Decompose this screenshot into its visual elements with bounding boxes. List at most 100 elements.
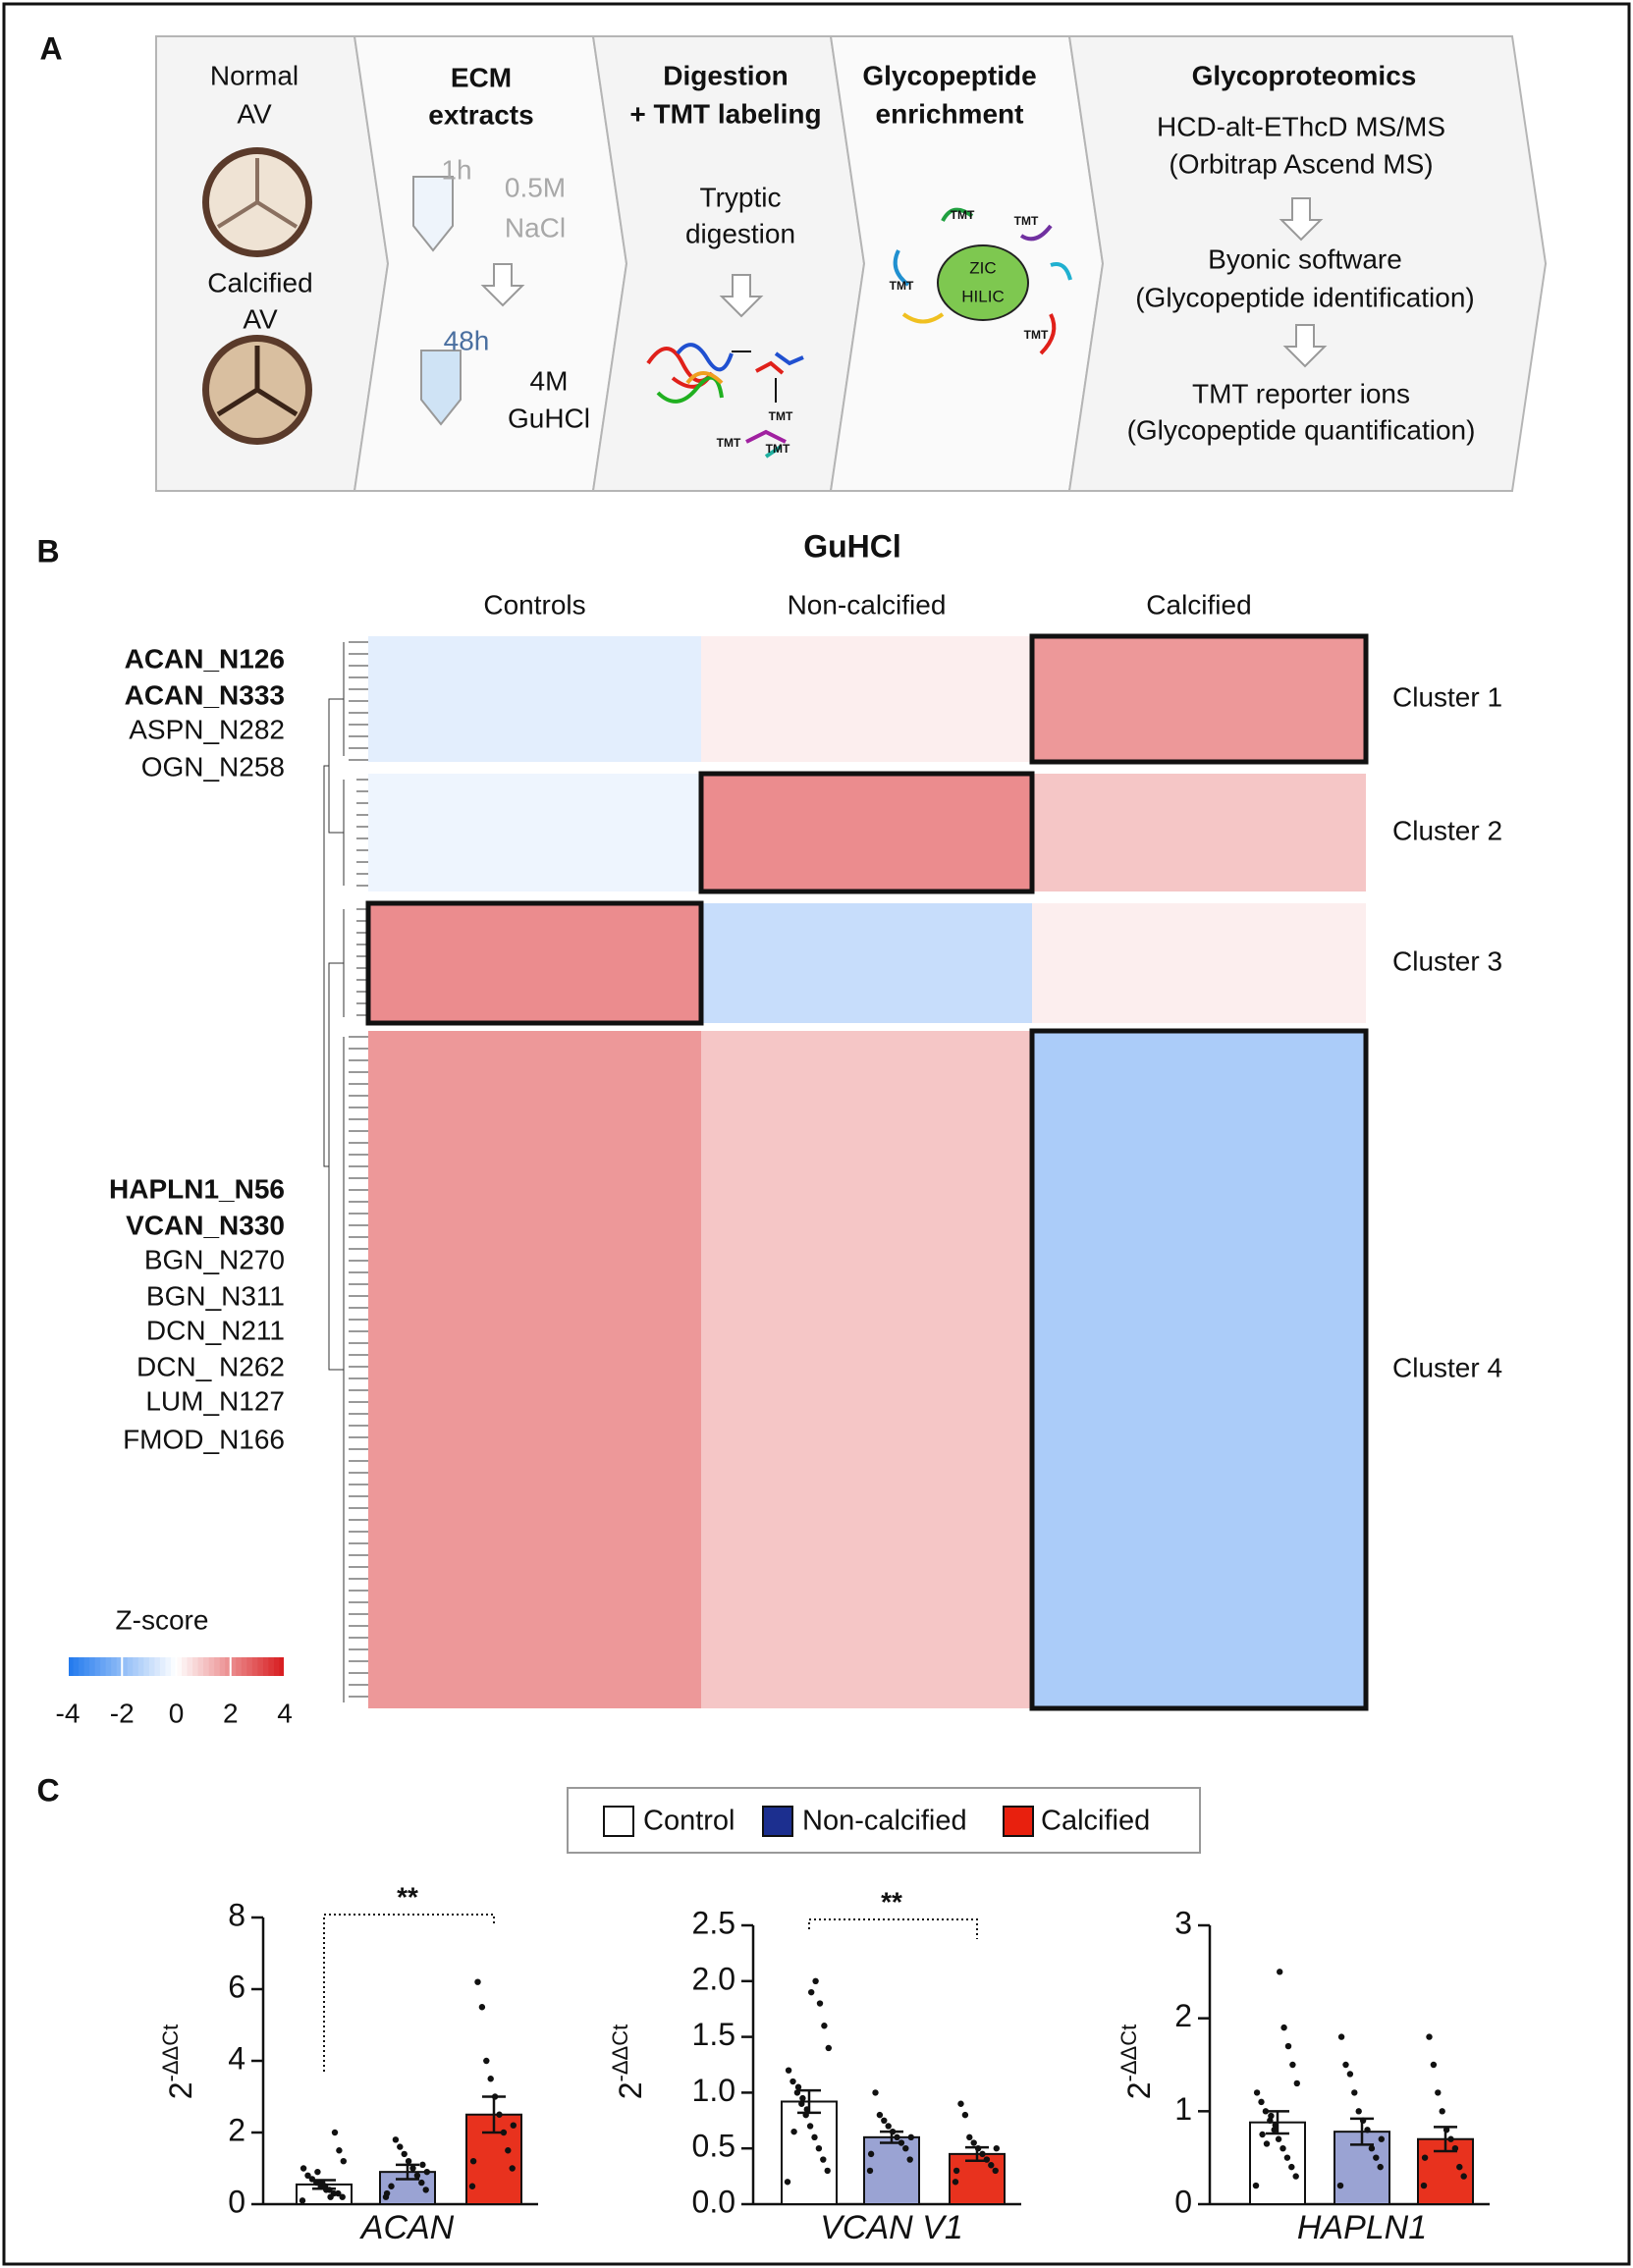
data-point [876,2111,884,2119]
data-point [304,2172,311,2179]
workflow-text: ZIC [969,258,996,277]
workflow-text: 1h [441,154,471,185]
data-point [992,2167,999,2175]
error-bar [396,2163,419,2181]
workflow-text: ECM [451,62,512,92]
data-point [811,2133,818,2141]
workflow-text: extracts [428,99,533,130]
data-point [1289,2061,1296,2069]
data-point [335,2189,342,2197]
workflow-text: digestion [685,218,795,248]
data-point [401,2150,408,2158]
heatmap-cell [701,636,1032,762]
y-axis-label-sup: -ΔΔCt [608,2025,632,2082]
x-axis-label: ACAN [359,2209,455,2246]
workflow-text: AV [243,303,278,334]
data-point [794,2083,802,2090]
data-point [299,2197,306,2204]
y-tick-label: 2.0 [692,1961,735,1996]
colorbar-step [273,1657,280,1676]
workflow-text: (Glycopeptide identification) [1135,282,1475,312]
data-point [1421,2154,1429,2161]
glycopeptide-icon [941,207,974,222]
y-axis-label-sup: -ΔΔCt [158,2025,183,2082]
hilic-bead [937,244,1029,321]
data-point [894,2133,900,2141]
workflow-text: (Glycopeptide quantification) [1127,414,1476,445]
peptide-icon [646,347,714,389]
y-tick-label: 0 [228,2184,245,2219]
data-point [906,2156,913,2163]
data-point [816,2000,824,2007]
data-point [825,2044,832,2052]
colorbar-step [236,1657,243,1676]
data-point [478,2004,486,2011]
colorbar-step [214,1657,221,1676]
significance-bracket [323,1914,495,2072]
data-point [907,2133,914,2141]
workflow-text: TMT [766,442,790,456]
colorbar-step [94,1657,101,1676]
data-point [952,2179,959,2186]
data-point [422,2187,429,2193]
legend-box [567,1787,1201,1854]
workflow-text: Tryptic [700,182,782,212]
peptide-icon [685,371,724,385]
feature-label: VCAN_N330 [126,1210,285,1240]
feature-label: ASPN_N282 [129,714,285,744]
y-tick-label: 2 [228,2112,245,2147]
data-point [487,2076,494,2082]
feature-label: BGN_N270 [144,1244,285,1274]
data-point [468,2183,476,2189]
column-label: Controls [483,589,585,620]
colorbar-step [100,1657,107,1676]
data-point [469,2158,477,2165]
arrow-icon [719,274,764,318]
row-label: Cluster 3 [1392,945,1502,976]
data-point [1263,2140,1271,2147]
bar-panel: Control Non-calcified Calcified02468ACAN2-… [158,1787,1490,2246]
data-point [509,2165,516,2172]
error-bar [1350,2117,1374,2146]
workflow-text: NaCl [505,212,566,243]
workflow-text: TMT [951,208,975,222]
arrow-icon [480,263,525,307]
row-label: Cluster 1 [1392,681,1502,712]
y-axis-label: 2-ΔΔCt [158,2025,199,2100]
colorbar-step [251,1657,258,1676]
colorbar-step [148,1657,155,1676]
peptide-icon [755,360,785,375]
colorbar-step [203,1657,210,1676]
y-tick-label: 0.5 [692,2129,735,2164]
feature-label: DCN_N211 [146,1315,285,1345]
legend-swatch [762,1806,793,1837]
arrow-icon [1279,197,1324,242]
y-axis-label: 2-ΔΔCt [1116,2025,1158,2100]
colorbar-step [127,1657,134,1676]
data-point [1288,2163,1295,2171]
error-bar [797,2088,821,2115]
y-axis-label-base: 2 [1121,2081,1157,2099]
data-point [1378,2135,1386,2142]
data-point [872,2089,879,2096]
data-point [1377,2163,1384,2171]
data-point [314,2168,321,2176]
legend-label: Non-calcified [802,1806,967,1837]
data-point [505,2147,512,2154]
y-tick-label: 1.0 [692,2073,735,2108]
tube-icon [412,176,454,252]
heatmap-cell [368,636,701,762]
data-point [413,2172,421,2179]
colorbar-tick-label: 4 [277,1698,293,1728]
heatmap-cell [368,903,701,1023]
data-point [993,2145,1000,2152]
data-point [784,2179,791,2186]
data-point [821,2023,828,2029]
colorbar-step [208,1657,215,1676]
cluster-highlight [698,771,1035,894]
y-tick-label: 6 [228,1969,245,2004]
colorbar-step [192,1657,199,1676]
error-bar [312,2179,336,2190]
y-tick-label: 1 [1174,2091,1192,2127]
heatmap-cell [368,1031,701,1708]
